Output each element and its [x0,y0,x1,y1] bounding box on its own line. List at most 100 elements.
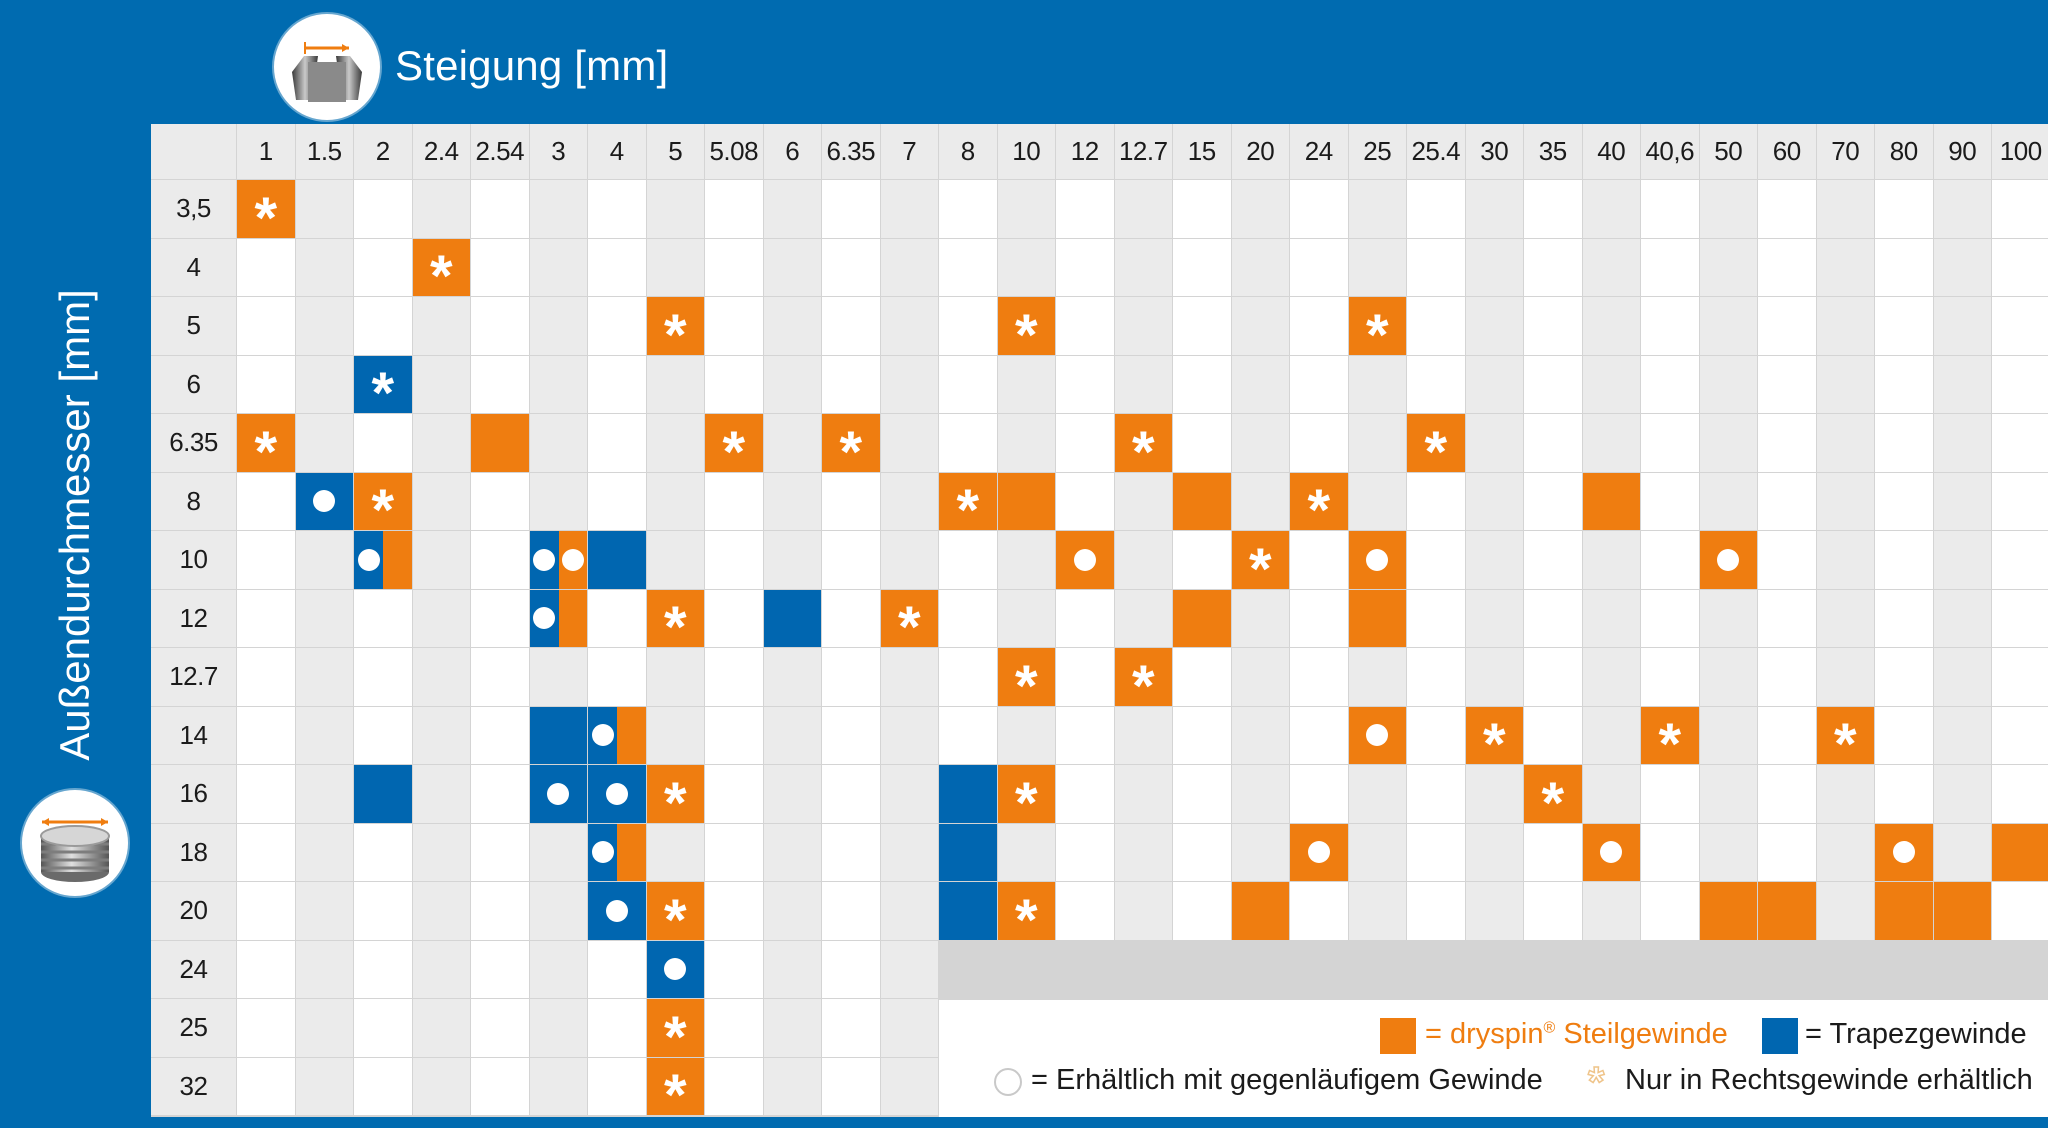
empty-cell [1348,882,1406,940]
thread-cell[interactable] [471,414,529,472]
pitch-header: 1.5 [295,124,353,179]
thread-cell[interactable] [1933,882,1991,940]
empty-cell [1992,765,2048,823]
diameter-header: 6.35 [151,414,236,472]
reverse-thread-dot [605,782,628,805]
empty-cell [1992,531,2048,589]
thread-cell[interactable]: * [997,297,1055,364]
thread-cell[interactable]: * [354,472,412,540]
thread-cell[interactable] [588,765,646,823]
right-hand-only-star-icon: * [1482,712,1506,778]
empty-cell [1407,180,1465,238]
thread-cell[interactable] [646,940,704,998]
empty-cell [354,238,412,296]
thread-cell[interactable]: * [237,180,295,247]
thread-cell[interactable]: * [1641,706,1699,774]
thread-cell[interactable] [1875,882,1933,940]
thread-cell[interactable] [588,823,646,881]
thread-cell[interactable]: * [939,472,997,540]
thread-cell[interactable] [529,706,587,764]
thread-cell[interactable] [529,531,587,589]
thread-cell[interactable] [1290,823,1348,881]
thread-cell[interactable]: * [412,238,470,306]
legend-circle-icon [994,1068,1022,1096]
thread-cell[interactable] [529,589,587,647]
empty-cell [1992,706,2048,764]
thread-cell[interactable] [1056,531,1114,589]
thread-cell[interactable]: * [646,882,704,949]
empty-cell [1524,706,1582,764]
empty-cell [1933,765,1991,823]
thread-cell[interactable]: * [646,297,704,364]
right-hand-only-star-icon: * [663,302,687,368]
thread-cell[interactable]: * [1231,531,1289,598]
thread-cell[interactable] [1758,882,1816,940]
thread-cell[interactable]: * [646,999,704,1066]
thread-cell[interactable]: * [1816,706,1874,774]
thread-cell[interactable]: * [354,355,412,423]
thread-cell[interactable] [939,765,997,823]
empty-cell [880,180,938,238]
empty-cell [939,297,997,355]
thread-cell[interactable] [1348,589,1406,647]
thread-cell[interactable]: * [1465,706,1523,774]
thread-cell[interactable] [1699,882,1757,940]
pitch-header: 40,6 [1641,124,1699,179]
thread-cell[interactable] [1875,823,1933,881]
pitch-header: 35 [1524,124,1582,179]
thread-cell[interactable]: * [822,414,880,481]
thread-cell[interactable] [763,589,821,647]
empty-cell [997,180,1055,238]
thread-cell[interactable]: * [705,414,763,481]
thread-cell[interactable] [529,765,587,823]
thread-cell[interactable]: * [1114,648,1172,715]
empty-cell [471,355,529,413]
empty-cell [1699,355,1757,413]
empty-cell [763,238,821,296]
thread-cell[interactable] [1992,823,2048,881]
thread-cell[interactable] [1348,531,1406,589]
thread-cell[interactable] [1582,823,1640,881]
thread-cell[interactable]: * [880,589,938,657]
thread-cell[interactable] [354,765,412,823]
thread-cell[interactable]: * [997,882,1055,949]
thread-cell[interactable] [588,531,646,589]
empty-cell [529,823,587,881]
thread-cell[interactable]: * [646,765,704,832]
thread-cell[interactable] [1231,882,1289,940]
thread-cell[interactable]: * [646,589,704,657]
right-hand-only-star-icon: * [1248,536,1272,602]
thread-cell[interactable] [588,706,646,764]
thread-cell[interactable]: * [1348,297,1406,364]
right-hand-only-star-icon: * [663,1063,687,1128]
thread-cell[interactable] [1173,472,1231,530]
thread-cell[interactable] [1699,531,1757,589]
empty-cell [295,297,353,355]
right-hand-only-star-icon: * [371,361,395,427]
thread-cell[interactable]: * [1290,472,1348,540]
thread-cell[interactable] [1173,589,1231,647]
thread-cell[interactable] [1348,706,1406,764]
empty-cell [822,882,880,940]
thread-cell[interactable] [295,472,353,530]
thread-cell[interactable]: * [1524,765,1582,832]
thread-cell[interactable]: * [1114,414,1172,481]
empty-cell [1699,472,1757,530]
thread-cell[interactable] [939,823,997,881]
empty-cell [822,355,880,413]
thread-cell[interactable]: * [646,1057,704,1125]
empty-cell [1290,414,1348,472]
thread-cell[interactable] [1582,472,1640,530]
thread-cell[interactable]: * [237,414,295,481]
empty-cell [1231,238,1289,296]
empty-cell [1933,648,1991,706]
thread-cell[interactable] [939,882,997,940]
thread-cell[interactable] [588,882,646,940]
thread-cell[interactable]: * [997,765,1055,832]
thread-cell[interactable]: * [1407,414,1465,481]
thread-cell[interactable] [354,531,412,589]
thread-cell[interactable]: * [997,648,1055,715]
thread-cell[interactable] [997,472,1055,530]
empty-cell [1348,355,1406,413]
empty-cell [1582,589,1640,647]
